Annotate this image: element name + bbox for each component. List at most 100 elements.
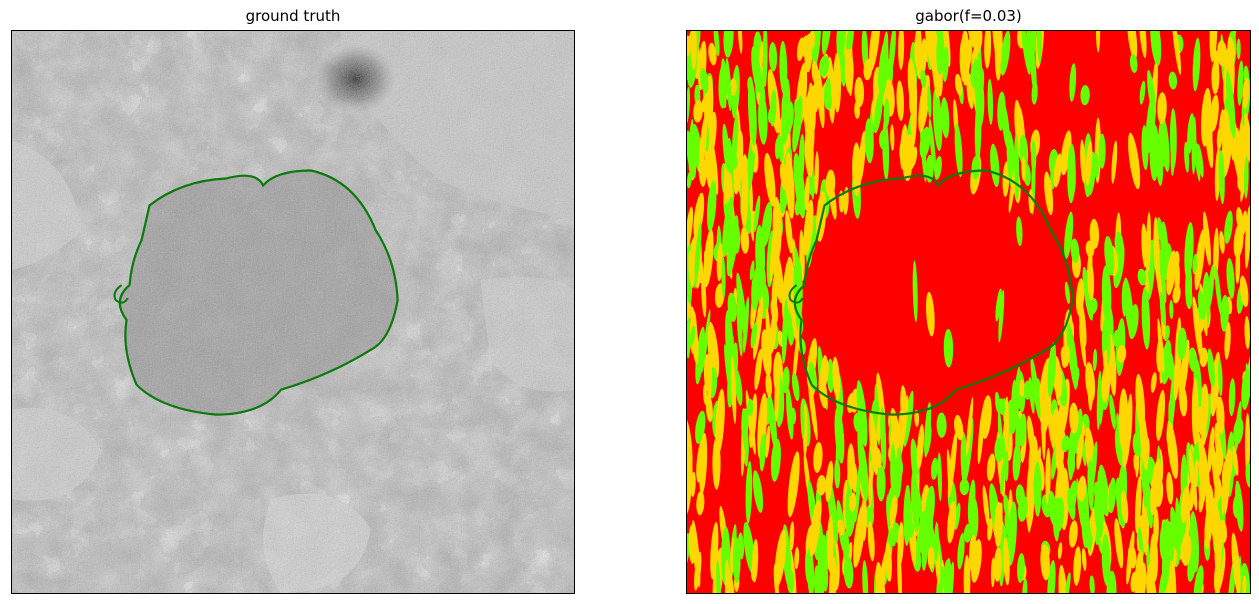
- gabor-stripe: [1137, 268, 1147, 286]
- gabor-stripe: [1089, 575, 1095, 593]
- gabor-stripe: [1054, 497, 1065, 533]
- gabor-stripe: [1244, 315, 1250, 350]
- gabor-stripe: [1111, 140, 1118, 184]
- gabor-stripe: [730, 356, 737, 424]
- gabor-stripe: [726, 215, 739, 277]
- gabor-stripe: [1231, 532, 1241, 593]
- gabor-stripe: [975, 80, 985, 129]
- gabor-stripe: [1089, 218, 1100, 250]
- gabor-stripe: [861, 31, 869, 70]
- gabor-stripe: [1192, 296, 1203, 362]
- gabor-stripe: [814, 565, 821, 593]
- gabor-stripe: [726, 348, 731, 368]
- nucleus-contour: [793, 169, 1074, 416]
- gabor-stripe: [954, 123, 963, 178]
- gabor-stripe: [1044, 171, 1054, 216]
- gabor-stripe: [1228, 378, 1236, 417]
- gabor-stripe: [1021, 156, 1026, 181]
- gabor-stripe: [747, 78, 757, 147]
- gabor-stripe: [745, 460, 753, 524]
- gabor-stripe: [787, 451, 800, 518]
- gabor-stripe: [1224, 210, 1233, 244]
- gabor-stripe: [1219, 519, 1227, 543]
- ground-truth-axes: [11, 30, 575, 594]
- micrograph-grain: [12, 31, 574, 593]
- gabor-stripe: [761, 201, 773, 247]
- gabor-stripe: [825, 460, 834, 502]
- gabor-stripe: [1242, 576, 1247, 593]
- gabor-stripe: [785, 101, 794, 132]
- gabor-stripe: [936, 412, 947, 438]
- gabor-stripe: [1108, 334, 1117, 397]
- gabor-stripe: [804, 125, 814, 178]
- gabor-stripe: [882, 118, 890, 181]
- gabor-stripe: [834, 458, 841, 489]
- gabor-stripe: [791, 311, 798, 343]
- gabor-stripe: [811, 61, 819, 85]
- gabor-stripe: [1178, 339, 1190, 404]
- gabor-stripe: [1209, 94, 1219, 132]
- gabor-stripe: [1185, 265, 1193, 307]
- gabor-stripe: [990, 143, 1000, 188]
- gabor-stripe: [914, 409, 920, 427]
- gabor-stripe: [808, 82, 816, 133]
- gabor-stripe: [916, 424, 925, 470]
- gabor-stripe: [1175, 497, 1181, 551]
- gabor-stripe: [818, 375, 828, 409]
- gabor-stripe: [1166, 421, 1179, 480]
- gabor-stripe: [853, 412, 863, 434]
- gabor-stripe: [990, 557, 996, 588]
- gabor-stripe: [765, 373, 772, 398]
- gabor-stripe: [1157, 318, 1165, 374]
- gabor-stripe: [693, 221, 702, 289]
- gabor-stripe: [727, 292, 737, 323]
- gabor-stripe: [821, 31, 832, 55]
- gabor-stripe: [1076, 434, 1084, 470]
- gabor-stripe: [1139, 80, 1146, 105]
- gabor-stripe: [1217, 40, 1228, 67]
- gabor-stripe: [714, 388, 725, 456]
- gabor-stripe: [716, 560, 721, 593]
- gabor-stripe: [1180, 486, 1190, 524]
- gabor-stripe: [849, 492, 857, 512]
- gabor-stripe: [811, 31, 822, 68]
- gabor-stripe: [940, 97, 950, 139]
- gabor-stripe: [1166, 250, 1177, 296]
- gabor-stripe: [774, 529, 787, 587]
- gabor-stripe: [1101, 362, 1111, 403]
- gabor-stripe: [751, 267, 761, 311]
- gabor-stripe: [1227, 37, 1235, 62]
- gabor-stripe: [868, 31, 881, 72]
- gabor-stripe: [688, 118, 694, 172]
- gabor-stripe: [826, 358, 835, 393]
- gabor-stripe: [1036, 31, 1042, 64]
- gabor-stripe: [1181, 533, 1192, 566]
- gabor-stripe: [792, 325, 800, 388]
- gabor-stripe: [1126, 530, 1135, 585]
- gabor-stripe: [1080, 85, 1090, 106]
- gabor-stripe: [687, 450, 693, 515]
- gabor-stripe: [1047, 342, 1057, 398]
- gabor-stripe: [794, 546, 800, 570]
- gabor-stripe: [703, 250, 710, 281]
- gabor-stripe: [1232, 493, 1243, 519]
- gabor-stripe: [1212, 448, 1223, 479]
- gabor-stripe: [868, 459, 873, 508]
- gabor-stripe: [1026, 466, 1033, 533]
- gabor-stripe: [903, 484, 912, 546]
- gabor-stripe: [695, 410, 706, 444]
- gabor-stripe: [687, 533, 690, 564]
- gabor-stripe: [1068, 520, 1078, 548]
- gabor-stripe: [693, 100, 703, 123]
- gabor-stripe: [954, 416, 964, 441]
- gabor-stripe: [1146, 568, 1158, 593]
- gabor-stripe: [1081, 547, 1087, 571]
- gabor-stripe: [1188, 347, 1198, 372]
- gabor-stripe: [1133, 454, 1139, 473]
- gabor-stripe: [965, 397, 974, 456]
- gabor-stripe: [1172, 285, 1181, 304]
- gabor-stripe: [693, 192, 705, 239]
- gabor-stripe: [1079, 322, 1087, 368]
- gabor-stripe: [959, 478, 970, 496]
- gabor-stripe: [1074, 408, 1083, 454]
